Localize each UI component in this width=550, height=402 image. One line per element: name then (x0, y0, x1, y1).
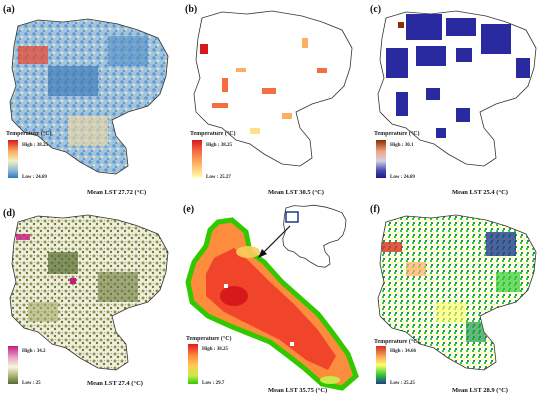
panel-a-map (9, 18, 169, 175)
panel-f-colorbar (376, 346, 386, 384)
panel-a-low: Low : 24.69 (22, 175, 47, 180)
panel-e-arrow-head (258, 249, 267, 258)
panel-f-label: (f) (370, 204, 380, 215)
panel-e-mean: Mean LST 35.75 (°C) (268, 387, 327, 394)
panel-d: (d) High : 34.2 Low : 25 Mean LST 27.4 (… (3, 208, 169, 387)
panel-e-white-pixel-2 (290, 342, 294, 346)
panel-d-high: High : 34.2 (22, 349, 46, 354)
panel-b-high: High : 38.25 (206, 143, 232, 148)
panel-c-legend-title: Temperature (°C) (374, 130, 420, 137)
panel-c-label: (c) (370, 4, 381, 15)
panel-a-mean: Mean LST 27.72 (°C) (87, 189, 146, 196)
panel-d-colorbar (8, 346, 18, 384)
panel-e-low: Low : 29.7 (202, 381, 225, 386)
panel-f-map (377, 214, 537, 371)
panel-a: (a) Temperature (°C) High : 38.25 Low : … (3, 4, 169, 196)
panel-b-colorbar (192, 140, 202, 178)
panel-e-colorbar (188, 344, 198, 384)
panel-e-legend-title: Temperature (°C) (186, 335, 232, 342)
panel-f-mean: Mean LST 28.9 (°C) (452, 387, 508, 394)
panel-b-legend-title: Temperature (°C) (190, 130, 236, 137)
panel-b-label: (b) (185, 4, 197, 15)
panel-b-low: Low : 25.27 (206, 175, 231, 180)
panel-d-map (9, 214, 169, 371)
panel-e-pointer-arrow (261, 225, 291, 255)
panel-c-mean: Mean LST 25.4 (°C) (452, 189, 508, 196)
panel-d-mean: Mean LST 27.4 (°C) (87, 380, 143, 387)
panel-e-zoom-map (185, 217, 359, 391)
panel-e-inset-box (285, 211, 299, 223)
panel-c-hot-spot (398, 22, 404, 28)
panel-c: (c) Temperature (°C) High : 30.1 Low : 2… (370, 4, 537, 196)
panel-a-colorbar (8, 140, 18, 178)
panel-b-map (193, 10, 353, 167)
panel-f: (f) Temperature (°C) High : 34.66 Low : … (370, 204, 537, 394)
panel-c-map (377, 10, 537, 167)
panel-e-white-pixel (224, 284, 228, 288)
panel-e-label: (e) (183, 204, 194, 215)
panel-c-low: Low : 24.69 (390, 175, 415, 180)
panel-a-high: High : 38.25 (22, 143, 48, 148)
panel-e-inset-map (282, 204, 347, 268)
panel-e-high: High : 38.25 (202, 347, 228, 352)
panel-f-legend-title: Temperature (°C) (374, 338, 420, 345)
panel-e: (e) Temperature (°C) High : 38.25 Low : … (183, 204, 359, 394)
panel-a-label: (a) (3, 4, 15, 15)
panel-f-low: Low : 25.25 (390, 381, 415, 386)
panel-f-high: High : 34.66 (390, 349, 416, 354)
panel-d-label: (d) (3, 208, 15, 219)
panel-b-mean: Mean LST 30.5 (°C) (268, 189, 324, 196)
panel-d-low: Low : 25 (22, 381, 41, 386)
panel-c-high: High : 30.1 (390, 143, 414, 148)
panel-b: (b) Temperature (°C) High : 38.25 Low : … (185, 4, 353, 196)
panel-a-legend-title: Temperature (°C) (6, 130, 52, 137)
panel-c-colorbar (376, 140, 386, 178)
